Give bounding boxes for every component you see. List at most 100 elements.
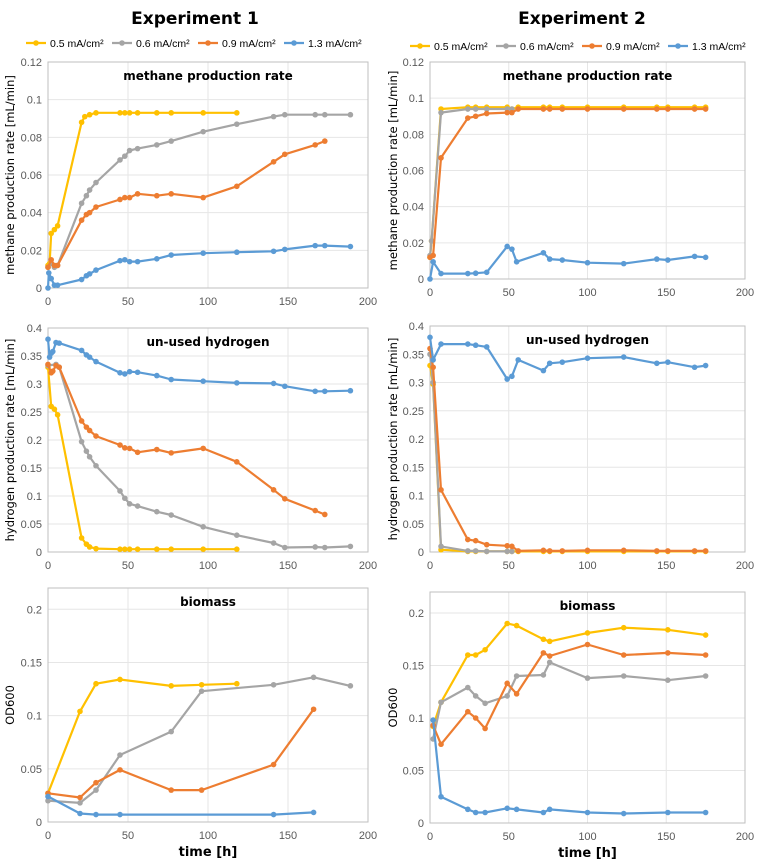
data-point — [86, 544, 93, 550]
data-point — [168, 191, 174, 197]
data-point — [504, 243, 510, 250]
y-tick-label: 0 — [36, 547, 42, 559]
y-tick-label: 0 — [418, 818, 424, 830]
chart-panel-1: 0 0.02 0.04 0.06 0.08 0.1 0.12 0 50 100 150 200 meth… — [3, 57, 377, 308]
data-point — [234, 121, 240, 127]
data-point — [472, 693, 479, 699]
data-point — [427, 276, 433, 282]
data-point — [117, 110, 123, 116]
data-point — [513, 622, 520, 629]
data-point — [234, 459, 240, 465]
y-tick-label: 0.02 — [403, 238, 424, 250]
data-point — [691, 548, 698, 554]
data-point — [430, 259, 436, 265]
chart-panel-6: 0 0.05 0.1 0.15 0.2 0 50 100 150 200 biomass OD600 t… — [386, 591, 754, 861]
data-point — [438, 155, 444, 161]
data-point — [504, 693, 510, 699]
data-point — [168, 728, 174, 735]
data-point — [559, 257, 566, 263]
data-point — [584, 259, 591, 266]
data-point — [154, 446, 160, 453]
y-tick-label: 0.1 — [27, 711, 42, 723]
data-point — [465, 115, 471, 121]
data-point — [513, 259, 520, 265]
data-point — [584, 547, 591, 554]
x-tick-label: 0 — [427, 287, 433, 299]
y-tick-label: 0.06 — [21, 170, 42, 182]
x-tick-label: 200 — [736, 560, 754, 572]
series-0-9-mA-cm2 — [430, 641, 709, 748]
data-point — [198, 787, 205, 793]
data-point — [584, 355, 591, 362]
series-line — [428, 107, 512, 256]
data-point — [134, 369, 141, 376]
data-point — [93, 179, 99, 186]
data-point — [50, 368, 56, 374]
legend-marker — [503, 43, 509, 49]
data-point — [77, 800, 83, 806]
x-tick-label: 200 — [359, 560, 377, 572]
data-point — [134, 191, 141, 197]
data-point — [310, 809, 317, 816]
data-point — [509, 543, 515, 550]
data-point — [513, 806, 520, 813]
chart-title: methane production rate — [123, 69, 293, 83]
data-point — [515, 106, 521, 112]
y-tick-label: 0.2 — [27, 604, 42, 616]
data-point — [483, 541, 490, 548]
data-point — [154, 110, 160, 116]
data-point — [472, 652, 479, 658]
data-point — [515, 548, 521, 554]
data-point — [117, 488, 123, 494]
data-point — [702, 362, 709, 369]
series-0-9-mA-cm2 — [45, 138, 328, 271]
series-line — [432, 622, 706, 727]
series-0-6-mA-cm2 — [45, 674, 354, 806]
data-point — [540, 249, 547, 256]
data-point — [117, 811, 123, 818]
data-point — [540, 106, 547, 112]
data-point — [546, 548, 553, 554]
data-point — [48, 256, 54, 263]
data-point — [122, 445, 128, 451]
legend-marker — [33, 40, 39, 46]
data-point — [322, 111, 328, 118]
data-point — [310, 706, 317, 713]
data-point — [200, 445, 206, 452]
data-point — [465, 652, 471, 658]
data-point — [93, 204, 99, 210]
series-0-5-mA-cm2 — [45, 364, 240, 552]
data-point — [504, 680, 510, 687]
legend-label: 0.6 mA/cm² — [136, 38, 190, 50]
data-point — [93, 267, 99, 273]
series-0-9-mA-cm2 — [427, 106, 709, 261]
data-point — [472, 548, 479, 554]
data-point — [117, 257, 123, 264]
data-point — [117, 442, 123, 448]
chart-title: un-used hydrogen — [526, 333, 649, 347]
y-tick-label: 0 — [36, 283, 42, 295]
data-point — [134, 546, 141, 552]
series-0-9-mA-cm2 — [427, 345, 709, 554]
x-tick-label: 50 — [503, 831, 515, 843]
y-tick-label: 0.2 — [409, 434, 424, 446]
data-point — [126, 445, 133, 452]
legend-label: 0.9 mA/cm² — [606, 41, 660, 53]
data-point — [482, 809, 488, 816]
y-tick-label: 0.08 — [403, 129, 424, 141]
y-tick-label: 0.08 — [21, 132, 42, 144]
data-point — [584, 630, 591, 636]
data-point — [540, 672, 547, 678]
data-point — [86, 271, 93, 277]
data-point — [126, 194, 133, 201]
data-point — [509, 246, 515, 252]
data-point — [654, 256, 660, 262]
x-tick-label: 50 — [122, 296, 134, 308]
data-point — [347, 683, 354, 689]
data-point — [665, 257, 671, 263]
data-point — [168, 110, 174, 116]
y-tick-label: 0.2 — [409, 608, 424, 620]
data-point — [504, 548, 510, 555]
data-point — [282, 111, 288, 118]
y-axis-label: OD600 — [3, 685, 17, 725]
